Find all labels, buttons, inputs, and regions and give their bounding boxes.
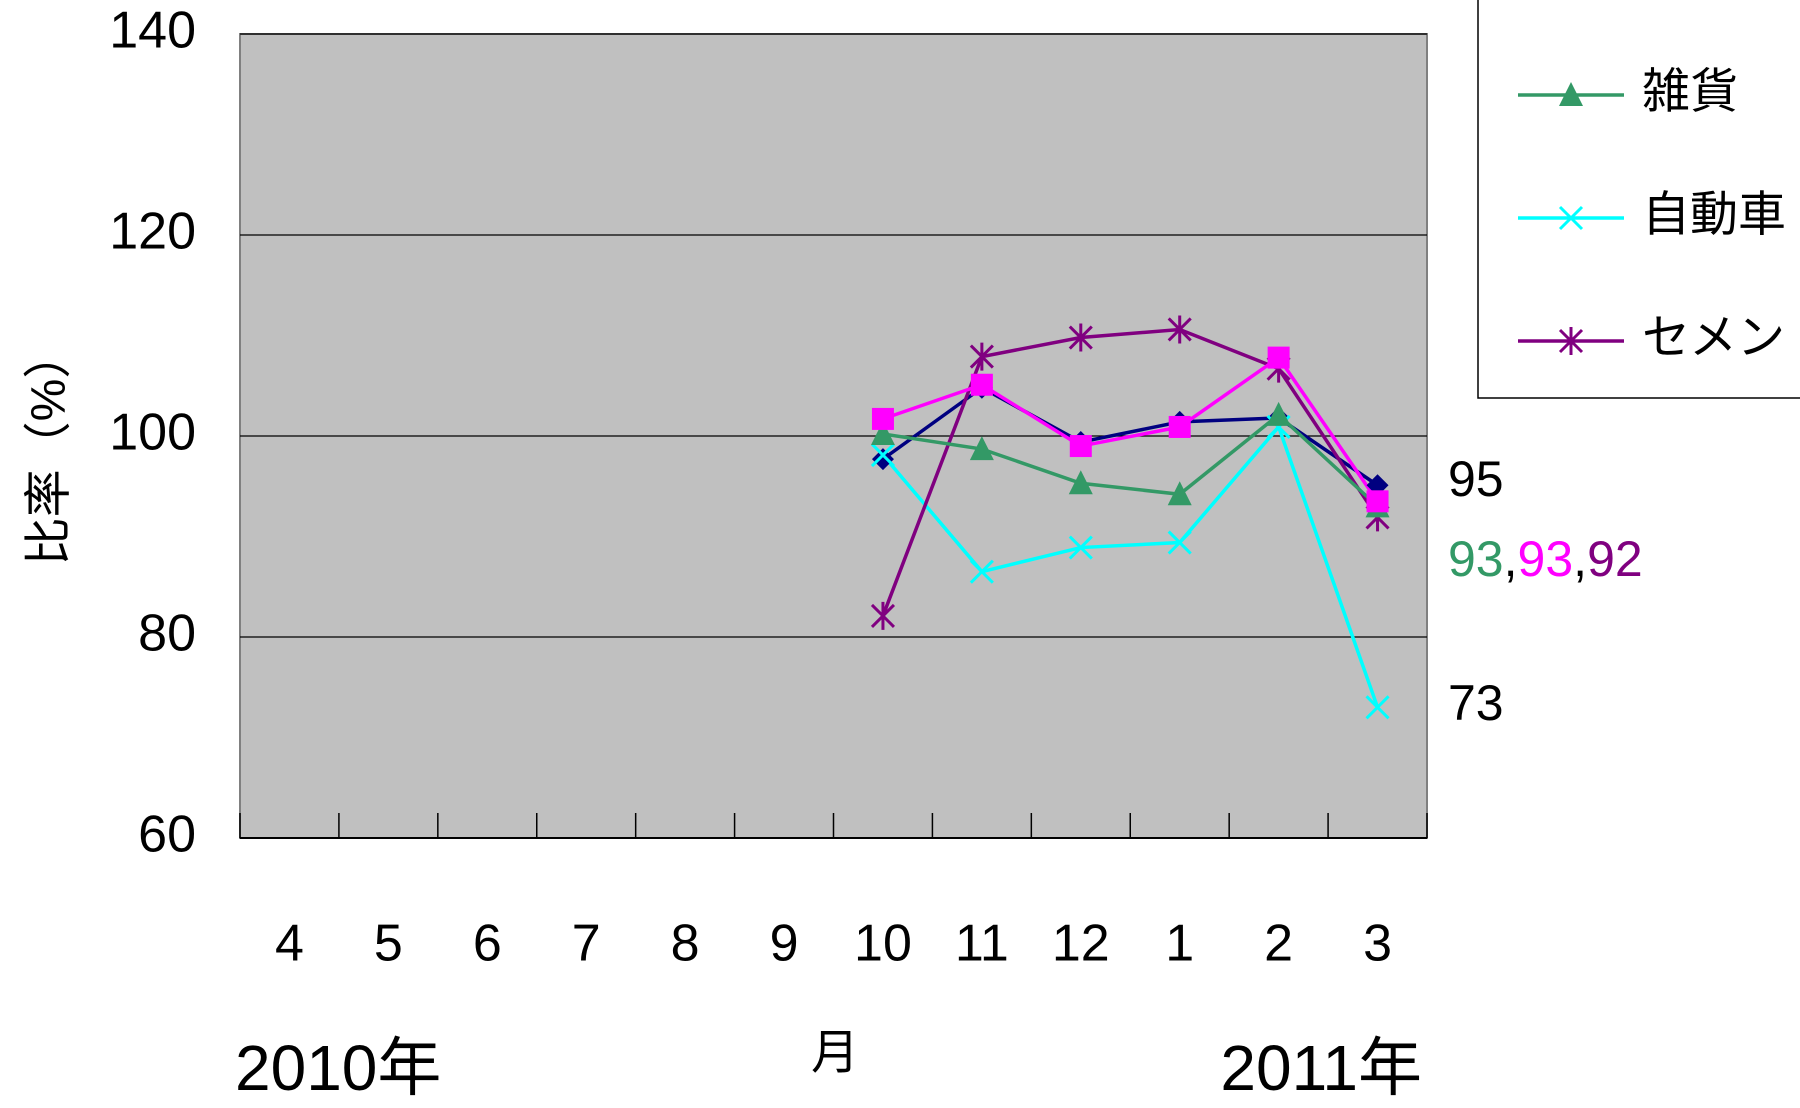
marker	[871, 407, 894, 430]
value-label: 95	[1448, 451, 1504, 507]
label-separator: ,	[1573, 531, 1587, 587]
marker	[969, 436, 994, 461]
marker	[1068, 323, 1093, 352]
series-line	[881, 327, 1379, 617]
marker	[970, 373, 993, 396]
series-line	[882, 355, 1379, 503]
x-axis-label: 月	[811, 1027, 859, 1080]
y-tick-label: 120	[109, 203, 196, 261]
y-tick-label: 140	[109, 2, 196, 60]
legend-label: 自動車	[1642, 189, 1786, 242]
x-tick-label: 5	[374, 915, 403, 973]
year-label: 2010年	[235, 1032, 441, 1104]
marker	[1167, 481, 1192, 506]
legend-label: セメント	[1642, 312, 1800, 365]
marker	[1167, 315, 1192, 344]
x-tick-label: 7	[572, 915, 601, 973]
x-tick-label: 6	[473, 915, 502, 973]
value-label: 92	[1587, 531, 1643, 587]
x-tick-label: 2	[1264, 915, 1293, 973]
marker	[1266, 401, 1291, 426]
marker	[870, 601, 896, 630]
x-tick-label: 10	[854, 915, 912, 973]
marker	[969, 559, 994, 584]
marker	[1267, 346, 1290, 369]
marker	[1068, 535, 1093, 560]
year-label: 2011年	[1220, 1032, 1422, 1104]
x-tick-label: 8	[671, 915, 700, 973]
marker	[1365, 695, 1390, 720]
marker	[1069, 435, 1092, 458]
y-tick-label: 100	[109, 404, 196, 462]
marker	[1068, 470, 1093, 495]
marker	[969, 342, 994, 371]
label-separator: ,	[1504, 531, 1518, 587]
y-tick-label: 80	[138, 605, 196, 663]
value-label: 73	[1448, 675, 1504, 731]
x-tick-label: 11	[955, 915, 1009, 973]
marker	[1558, 205, 1584, 231]
marker	[1168, 415, 1191, 438]
x-tick-label: 9	[770, 915, 799, 973]
x-tick-label: 4	[275, 915, 304, 973]
x-tick-label: 3	[1363, 915, 1392, 973]
marker	[1558, 327, 1584, 355]
marker	[1559, 82, 1583, 106]
series-line	[882, 412, 1379, 508]
series-line	[881, 423, 1380, 708]
legend-box	[1477, 0, 1800, 399]
marker	[871, 448, 894, 471]
marker	[1167, 530, 1192, 555]
x-tick-label: 12	[1052, 915, 1110, 973]
marker	[870, 420, 895, 445]
y-axis-label: 比率（%）	[23, 331, 76, 566]
y-tick-label: 60	[138, 806, 196, 864]
value-label: 93	[1448, 531, 1504, 587]
marker	[1366, 490, 1389, 513]
x-tick-label: 1	[1165, 915, 1194, 973]
marker	[870, 443, 896, 468]
value-label: 93	[1518, 531, 1574, 587]
value-label-row: 93,93,92	[1448, 531, 1643, 587]
legend-label: 雑貨	[1642, 66, 1738, 119]
